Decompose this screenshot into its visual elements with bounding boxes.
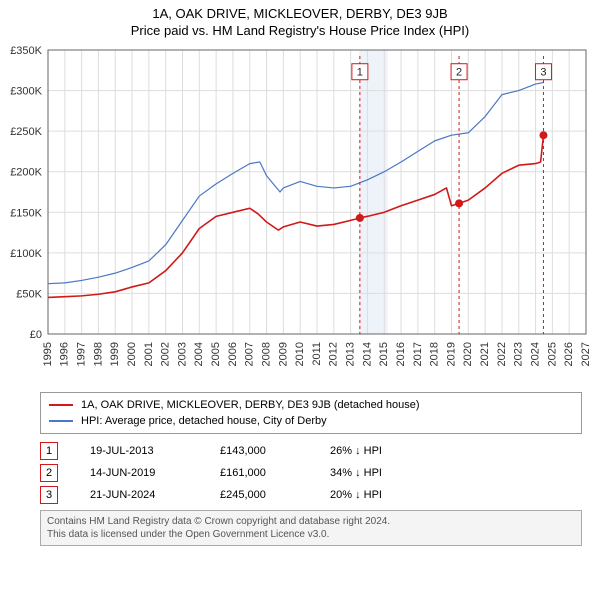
svg-text:2017: 2017	[412, 342, 424, 366]
chart-subtitle: Price paid vs. HM Land Registry's House …	[0, 23, 600, 38]
marker-price: £245,000	[220, 489, 330, 501]
marker-number-box: 1	[40, 442, 58, 460]
license-line2: This data is licensed under the Open Gov…	[47, 528, 575, 541]
svg-text:2024: 2024	[529, 342, 541, 366]
svg-text:2001: 2001	[143, 342, 155, 366]
svg-text:2014: 2014	[361, 342, 373, 366]
svg-text:2007: 2007	[244, 342, 256, 366]
svg-text:2025: 2025	[546, 342, 558, 366]
svg-text:2011: 2011	[311, 342, 323, 366]
legend-item: 1A, OAK DRIVE, MICKLEOVER, DERBY, DE3 9J…	[49, 397, 573, 413]
svg-text:3: 3	[540, 67, 546, 79]
chart-plot: £0 £50K £100K £150K £200K £250K £300K £350K 1995…	[0, 44, 600, 384]
svg-text:2003: 2003	[176, 342, 188, 366]
svg-text:2009: 2009	[277, 342, 289, 366]
marker-price: £143,000	[220, 445, 330, 457]
marker-row: 3 21-JUN-2024£245,00020% ↓ HPI	[40, 484, 582, 506]
svg-text:£300K: £300K	[10, 86, 42, 98]
svg-text:£350K: £350K	[10, 45, 42, 57]
marker-diff: 20% ↓ HPI	[330, 489, 440, 501]
legend-label: HPI: Average price, detached house, City…	[81, 415, 327, 427]
svg-text:2018: 2018	[429, 342, 441, 366]
legend-label: 1A, OAK DRIVE, MICKLEOVER, DERBY, DE3 9J…	[81, 399, 420, 411]
svg-text:1998: 1998	[92, 342, 104, 366]
svg-text:2027: 2027	[580, 342, 592, 366]
chart-container: 1A, OAK DRIVE, MICKLEOVER, DERBY, DE3 9J…	[0, 6, 600, 546]
svg-text:2013: 2013	[345, 342, 357, 366]
svg-text:£0: £0	[30, 329, 42, 341]
svg-text:2019: 2019	[445, 342, 457, 366]
license-line1: Contains HM Land Registry data © Crown c…	[47, 515, 575, 528]
legend-swatch	[49, 404, 73, 406]
legend-item: HPI: Average price, detached house, City…	[49, 413, 573, 429]
svg-text:£250K: £250K	[10, 126, 42, 138]
marker-number-box: 3	[40, 486, 58, 504]
marker-date: 19-JUL-2013	[90, 445, 220, 457]
marker-row: 1 19-JUL-2013£143,00026% ↓ HPI	[40, 440, 582, 462]
svg-text:2023: 2023	[513, 342, 525, 366]
svg-text:2: 2	[456, 67, 462, 79]
legend: 1A, OAK DRIVE, MICKLEOVER, DERBY, DE3 9J…	[40, 392, 582, 434]
marker-diff: 26% ↓ HPI	[330, 445, 440, 457]
svg-text:£50K: £50K	[16, 288, 42, 300]
marker-date: 14-JUN-2019	[90, 467, 220, 479]
svg-text:2026: 2026	[563, 342, 575, 366]
svg-text:2002: 2002	[160, 342, 172, 366]
chart-title: 1A, OAK DRIVE, MICKLEOVER, DERBY, DE3 9J…	[0, 6, 600, 21]
svg-text:2015: 2015	[378, 342, 390, 366]
svg-text:1997: 1997	[76, 342, 88, 366]
markers-table: 1 19-JUL-2013£143,00026% ↓ HPI 2 14-JUN-201…	[40, 440, 582, 506]
svg-text:2006: 2006	[227, 342, 239, 366]
svg-text:£150K: £150K	[10, 207, 42, 219]
svg-text:2016: 2016	[395, 342, 407, 366]
svg-text:2020: 2020	[462, 342, 474, 366]
marker-date: 21-JUN-2024	[90, 489, 220, 501]
marker-price: £161,000	[220, 467, 330, 479]
svg-text:2012: 2012	[328, 342, 340, 366]
svg-text:1995: 1995	[42, 342, 54, 366]
svg-text:£100K: £100K	[10, 248, 42, 260]
svg-text:2000: 2000	[126, 342, 138, 366]
marker-diff: 34% ↓ HPI	[330, 467, 440, 479]
svg-text:1: 1	[357, 67, 363, 79]
svg-text:2005: 2005	[210, 342, 222, 366]
license-note: Contains HM Land Registry data © Crown c…	[40, 510, 582, 546]
svg-text:2010: 2010	[294, 342, 306, 366]
svg-text:1999: 1999	[109, 342, 121, 366]
svg-text:2004: 2004	[193, 342, 205, 366]
svg-text:£200K: £200K	[10, 167, 42, 179]
marker-row: 2 14-JUN-2019£161,00034% ↓ HPI	[40, 462, 582, 484]
svg-text:2008: 2008	[260, 342, 272, 366]
legend-swatch	[49, 420, 73, 422]
svg-text:1996: 1996	[59, 342, 71, 366]
marker-number-box: 2	[40, 464, 58, 482]
svg-text:2022: 2022	[496, 342, 508, 366]
svg-text:2021: 2021	[479, 342, 491, 366]
